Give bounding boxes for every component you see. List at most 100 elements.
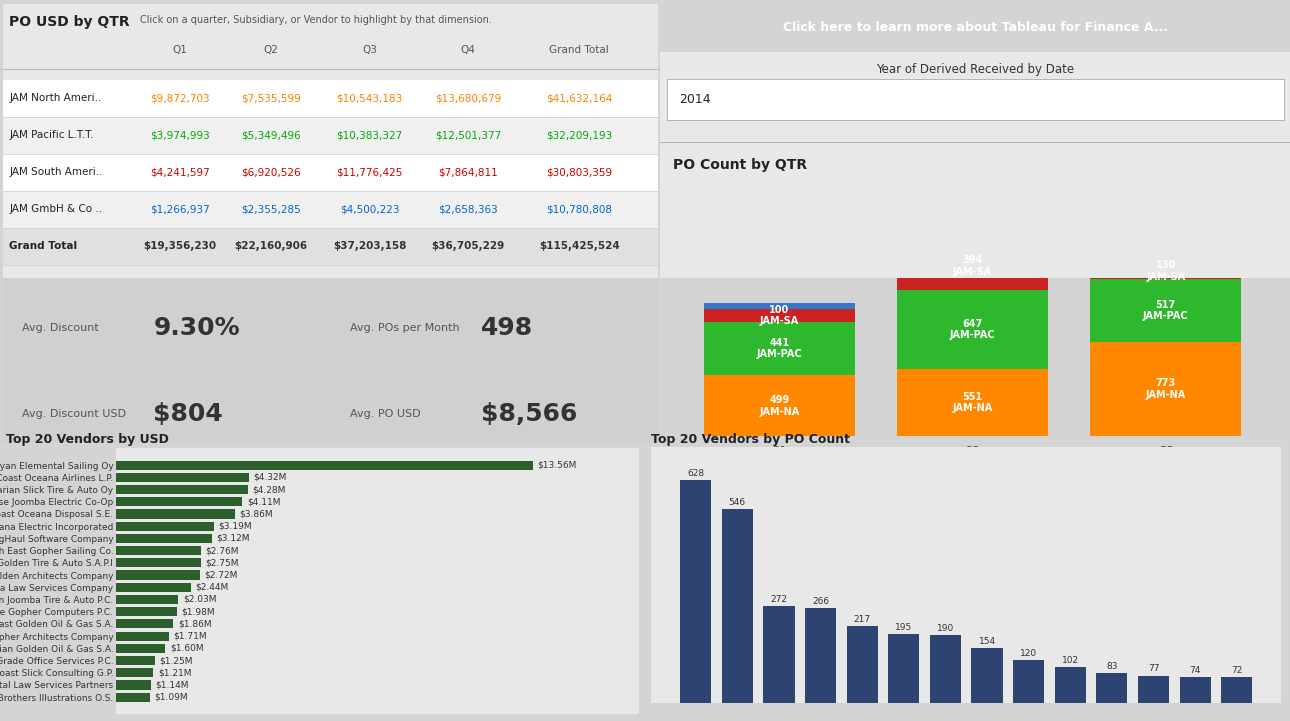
Text: $4.28M: $4.28M bbox=[253, 485, 285, 494]
Text: $13.56M: $13.56M bbox=[538, 461, 577, 469]
Bar bbox=[1096, 673, 1127, 703]
Text: $32,209,193: $32,209,193 bbox=[546, 130, 613, 140]
Bar bbox=[898, 242, 1047, 290]
Text: Grand Total: Grand Total bbox=[550, 45, 609, 56]
Text: 72: 72 bbox=[1231, 666, 1242, 676]
Text: $4,500,223: $4,500,223 bbox=[339, 204, 400, 214]
Text: 2014: 2014 bbox=[680, 93, 711, 106]
Text: 773
JAM-NA: 773 JAM-NA bbox=[1146, 379, 1186, 400]
Bar bbox=[116, 668, 154, 677]
Bar bbox=[971, 648, 1002, 703]
Text: 272: 272 bbox=[770, 595, 787, 604]
Text: Q2: Q2 bbox=[264, 45, 279, 56]
Text: $9,872,703: $9,872,703 bbox=[150, 93, 209, 103]
Text: $12,501,377: $12,501,377 bbox=[435, 130, 501, 140]
Text: $1,266,937: $1,266,937 bbox=[150, 204, 209, 214]
Text: 266: 266 bbox=[811, 597, 829, 606]
Text: 517
JAM-PAC: 517 JAM-PAC bbox=[1143, 299, 1188, 321]
Text: Click here to learn more about Tableau for Finance A...: Click here to learn more about Tableau f… bbox=[783, 21, 1167, 34]
Text: $3,974,993: $3,974,993 bbox=[150, 130, 209, 140]
Text: 83: 83 bbox=[1106, 663, 1117, 671]
Text: Q1: Q1 bbox=[172, 45, 187, 56]
Text: Q3: Q3 bbox=[362, 45, 377, 56]
Text: $7,535,599: $7,535,599 bbox=[241, 93, 301, 103]
Text: 74: 74 bbox=[1189, 665, 1201, 675]
Text: $2.72M: $2.72M bbox=[204, 570, 237, 580]
Text: $6,920,526: $6,920,526 bbox=[241, 167, 301, 177]
Text: Click on a quarter, Subsidiary, or Vendor to highlight by that dimension.: Click on a quarter, Subsidiary, or Vendo… bbox=[141, 14, 491, 25]
Text: $1.71M: $1.71M bbox=[173, 632, 206, 640]
Text: Q1: Q1 bbox=[771, 446, 787, 456]
Text: 120: 120 bbox=[1020, 649, 1037, 658]
Text: $5,349,496: $5,349,496 bbox=[241, 130, 301, 140]
Bar bbox=[721, 509, 753, 703]
Bar bbox=[667, 79, 1284, 120]
Bar bbox=[116, 607, 177, 616]
Bar bbox=[1090, 255, 1241, 263]
Text: 499
JAM-NA: 499 JAM-NA bbox=[760, 395, 800, 417]
Bar bbox=[846, 626, 877, 703]
Bar bbox=[3, 154, 658, 190]
Text: $10,780,808: $10,780,808 bbox=[546, 204, 613, 214]
Bar bbox=[116, 632, 169, 641]
Bar bbox=[898, 290, 1047, 369]
Bar bbox=[889, 634, 920, 703]
Text: $10,383,327: $10,383,327 bbox=[337, 130, 402, 140]
Text: JAM South Ameri..: JAM South Ameri.. bbox=[9, 167, 103, 177]
Text: 154: 154 bbox=[978, 637, 996, 646]
Bar bbox=[116, 570, 200, 580]
Text: 394
JAM-SA: 394 JAM-SA bbox=[953, 255, 992, 277]
Text: JAM GmbH & Co ..: JAM GmbH & Co .. bbox=[9, 204, 102, 214]
Text: 628: 628 bbox=[688, 469, 704, 477]
Bar bbox=[1222, 678, 1253, 703]
Bar bbox=[764, 606, 795, 703]
Bar bbox=[116, 644, 165, 653]
Text: $2,355,285: $2,355,285 bbox=[241, 204, 301, 214]
Text: PO USD by QTR: PO USD by QTR bbox=[9, 14, 130, 29]
Text: 130
JAM-SA: 130 JAM-SA bbox=[1147, 260, 1186, 282]
Text: $3.12M: $3.12M bbox=[217, 534, 250, 543]
Bar bbox=[116, 619, 173, 629]
Text: 100
JAM-SA: 100 JAM-SA bbox=[760, 304, 799, 326]
Bar bbox=[898, 369, 1047, 436]
Text: $2.75M: $2.75M bbox=[205, 558, 239, 567]
Bar bbox=[704, 309, 855, 322]
Text: $7,864,811: $7,864,811 bbox=[439, 167, 498, 177]
Bar bbox=[116, 509, 235, 518]
Text: $4.32M: $4.32M bbox=[253, 473, 286, 482]
Text: $36,705,229: $36,705,229 bbox=[431, 241, 504, 251]
Text: JAM Pacific L.T.T.: JAM Pacific L.T.T. bbox=[9, 130, 94, 140]
Text: $8,566: $8,566 bbox=[481, 402, 578, 426]
Text: $1.25M: $1.25M bbox=[159, 656, 192, 665]
Bar bbox=[680, 479, 711, 703]
Text: Top 20 Vendors by USD: Top 20 Vendors by USD bbox=[6, 433, 169, 446]
Text: $22,160,906: $22,160,906 bbox=[235, 241, 308, 251]
Text: $1.86M: $1.86M bbox=[178, 619, 212, 629]
Bar bbox=[116, 485, 248, 494]
Text: $4,241,597: $4,241,597 bbox=[150, 167, 209, 177]
Bar bbox=[1090, 279, 1241, 342]
Text: Grand Total: Grand Total bbox=[9, 241, 77, 251]
Text: 551
JAM-NA: 551 JAM-NA bbox=[952, 392, 993, 413]
Text: 647
JAM-PAC: 647 JAM-PAC bbox=[949, 319, 996, 340]
Bar bbox=[116, 521, 214, 531]
Text: $41,632,164: $41,632,164 bbox=[546, 93, 613, 103]
Text: Q3: Q3 bbox=[1158, 446, 1174, 456]
Bar bbox=[1138, 676, 1169, 703]
Text: Top 20 Vendors by PO Count: Top 20 Vendors by PO Count bbox=[651, 433, 850, 446]
Bar bbox=[1090, 263, 1241, 279]
Text: $2,658,363: $2,658,363 bbox=[439, 204, 498, 214]
Bar bbox=[805, 609, 836, 703]
Text: $1.98M: $1.98M bbox=[182, 607, 215, 616]
Bar bbox=[1013, 660, 1044, 703]
Text: 190: 190 bbox=[937, 624, 955, 633]
Bar bbox=[898, 234, 1047, 242]
Bar bbox=[1179, 677, 1211, 703]
Text: Avg. Discount: Avg. Discount bbox=[22, 323, 99, 333]
Bar bbox=[116, 693, 150, 702]
Bar bbox=[116, 558, 201, 567]
Text: $13,680,679: $13,680,679 bbox=[435, 93, 501, 103]
Bar bbox=[704, 376, 855, 436]
Bar bbox=[116, 534, 212, 543]
Bar bbox=[116, 583, 191, 592]
